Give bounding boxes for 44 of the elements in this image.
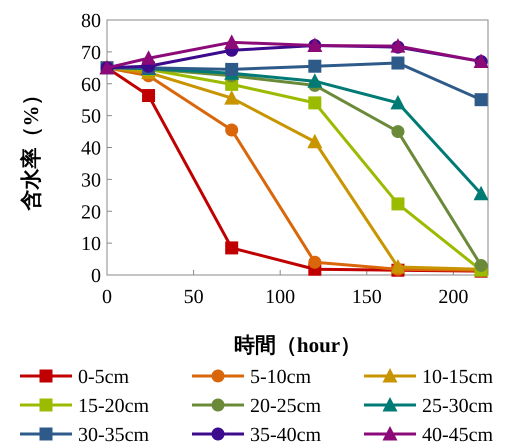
legend-label: 35-40cm (250, 424, 322, 446)
point (142, 89, 156, 102)
y-tick-label: 20 (81, 201, 101, 224)
y-tick-label: 80 (81, 10, 101, 32)
point (225, 123, 238, 136)
legend-label: 15-20cm (78, 395, 150, 417)
point (307, 73, 322, 88)
point (225, 241, 238, 254)
y-axis-title: 含水率（%） (19, 84, 43, 212)
y-tick-label: 0 (91, 265, 101, 287)
point (474, 258, 488, 272)
point (391, 56, 404, 70)
point (141, 50, 156, 65)
point (391, 125, 404, 138)
legend-label: 5-10cm (250, 366, 312, 388)
x-tick-label: 200 (438, 286, 468, 308)
legend-label: 40-45cm (422, 424, 494, 446)
point (391, 197, 404, 210)
point (474, 186, 489, 200)
y-tick-label: 50 (81, 106, 101, 128)
point (474, 93, 488, 106)
point (307, 134, 322, 148)
legend-label: 20-25cm (250, 395, 322, 417)
y-tick-label: 30 (81, 169, 101, 192)
legend-label: 30-35cm (78, 424, 150, 446)
x-tick-label: 100 (265, 286, 296, 308)
y-tick-label: 40 (81, 138, 101, 160)
point (224, 90, 240, 105)
point (224, 34, 240, 49)
point (390, 94, 406, 110)
y-tick-label: 10 (81, 233, 101, 256)
x-axis-title: 時間（hour） (234, 333, 362, 357)
x-tick-label: 50 (184, 286, 204, 308)
legend-label: 0-5cm (78, 366, 130, 388)
legend-label: 10-15cm (422, 366, 494, 388)
point (308, 256, 322, 269)
point (390, 259, 406, 274)
x-tick-label: 150 (352, 286, 382, 308)
point (308, 60, 322, 73)
y-tick-label: 60 (81, 74, 101, 96)
point (225, 62, 238, 76)
y-tick-label: 70 (81, 42, 101, 64)
point (308, 96, 322, 110)
legend-label: 25-30cm (422, 395, 494, 417)
